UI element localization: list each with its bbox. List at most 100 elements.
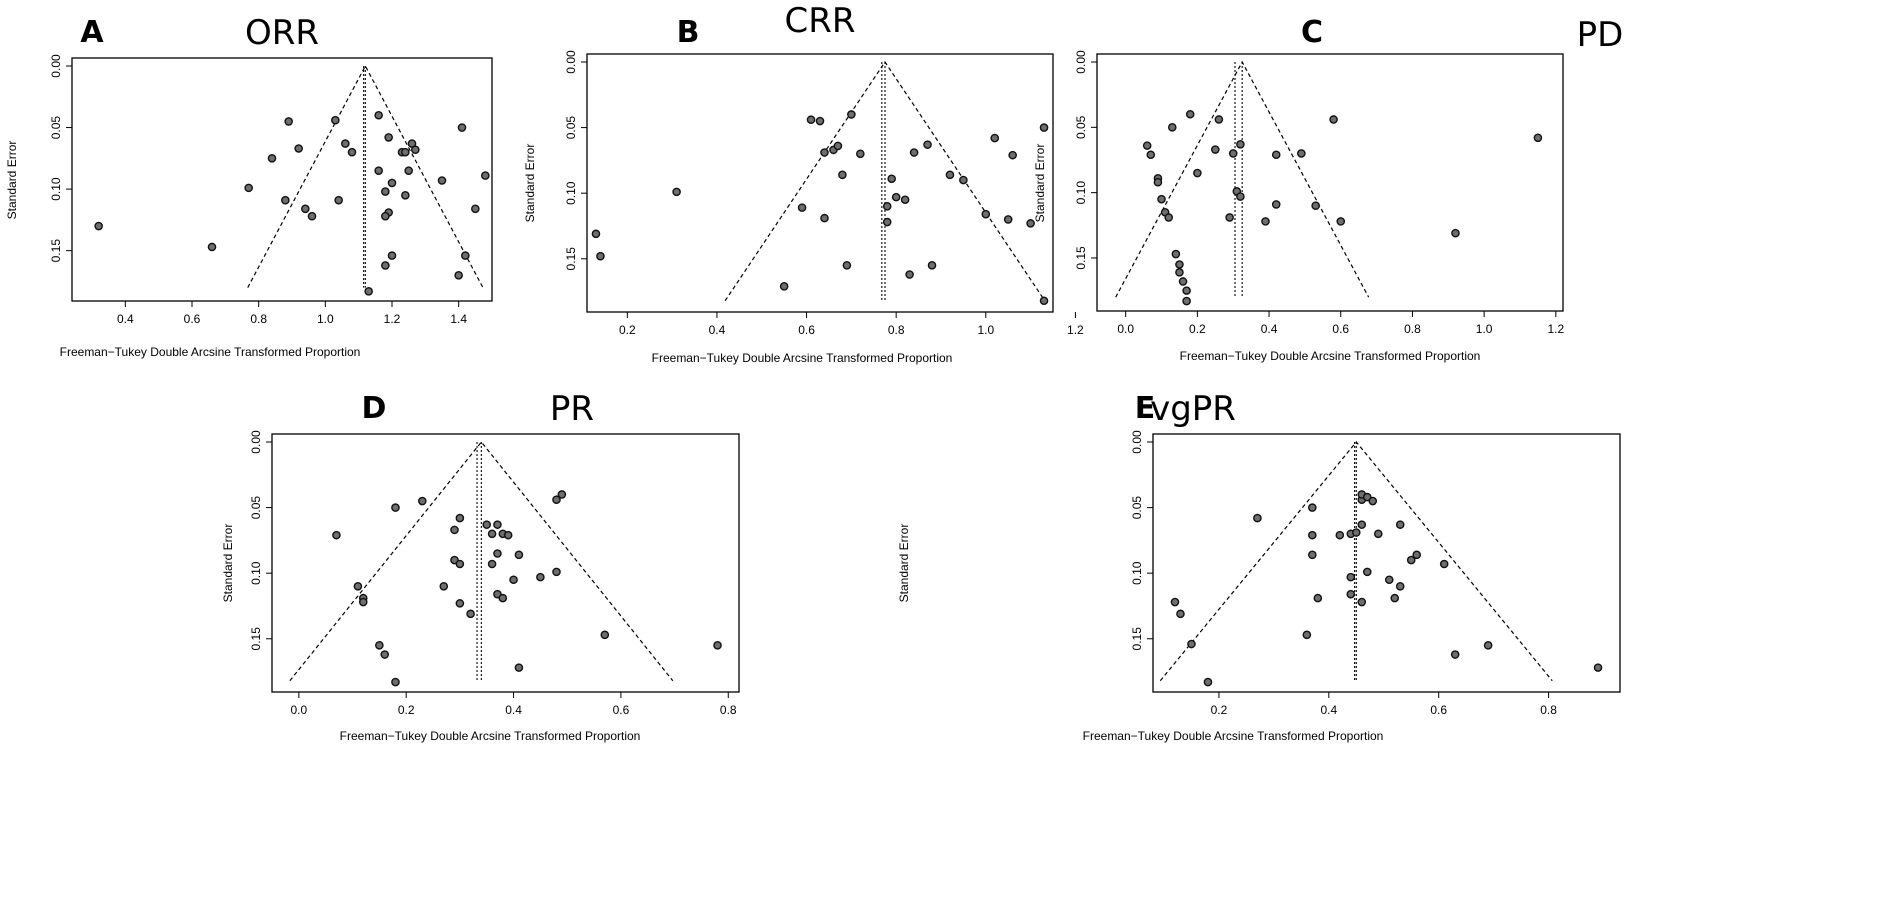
panel-a-study-point bbox=[284, 117, 293, 126]
panel-b-study-point bbox=[1008, 150, 1017, 160]
panel-d-study-point bbox=[455, 513, 465, 523]
panel-c-study-point bbox=[1185, 109, 1195, 119]
panel-b-y-axis-label: Standard Error bbox=[523, 144, 537, 223]
panel-c-x-tick-label: 0.0 bbox=[1117, 322, 1134, 336]
panel-b-study-point bbox=[923, 140, 932, 149]
panel-e-title: vgPR bbox=[1150, 389, 1236, 429]
panel-c-study-point bbox=[1167, 123, 1177, 132]
panel-d-x-axis-label: Freeman−Tukey Double Arcsine Transformed… bbox=[340, 729, 641, 743]
panel-a-study-point bbox=[437, 176, 447, 185]
panel-c-x-axis-label: Freeman−Tukey Double Arcsine Transformed… bbox=[1180, 349, 1481, 363]
panel-b-x-tick-label: 0.6 bbox=[798, 323, 815, 337]
panel-d: D PR 0.0 0.2 0.4 0.6 0.8 0.00 0.05 0.10 0.15 Freema… bbox=[221, 389, 740, 743]
panel-b-x-tick-label: 0.8 bbox=[888, 323, 905, 337]
panel-e-x-tick-label: 0.6 bbox=[1430, 703, 1447, 717]
panel-a-study-point bbox=[381, 261, 390, 270]
panel-e-y-tick-label: 0.15 bbox=[1130, 627, 1144, 651]
panel-d-study-point bbox=[391, 677, 400, 687]
panel-c-study-point bbox=[1157, 194, 1166, 204]
panel-e-study-point bbox=[1313, 593, 1323, 603]
panel-e-study-point bbox=[1308, 530, 1317, 540]
panel-d-y-tick-label: 0.15 bbox=[249, 627, 263, 651]
panel-a-study-point bbox=[347, 147, 357, 157]
panel-e-study-point bbox=[1253, 513, 1262, 523]
panel-d-study-point bbox=[358, 597, 368, 607]
panel-d-study-point bbox=[487, 529, 497, 539]
panel-d-x-tick-label: 0.2 bbox=[398, 703, 415, 717]
panel-e-study-point bbox=[1439, 559, 1449, 569]
panel-b-y-tick-label: 0.10 bbox=[564, 181, 578, 205]
panel-c-study-point bbox=[1146, 150, 1156, 160]
panel-d-study-point bbox=[713, 641, 722, 650]
panel-e-y-tick-label: 0.05 bbox=[1130, 496, 1144, 520]
panel-b-study-point bbox=[672, 187, 681, 197]
panel-e-funnel-lines bbox=[1159, 441, 1553, 682]
panel-d-study-point bbox=[509, 575, 518, 585]
panel-c-y-tick-label: 0.10 bbox=[1074, 181, 1088, 205]
panel-d-study-point bbox=[380, 650, 390, 659]
panel-a-x-tick-label: 1.2 bbox=[384, 312, 401, 326]
panel-d-study-point bbox=[332, 530, 341, 540]
panel-d-x-tick-label: 0.0 bbox=[290, 703, 307, 717]
panel-e-y-tick-label: 0.00 bbox=[1130, 430, 1144, 454]
panel-a-study-point bbox=[374, 166, 383, 175]
panel-c-study-point bbox=[1329, 115, 1338, 124]
panel-a-study-point bbox=[374, 110, 383, 120]
panel-d-study-point bbox=[498, 593, 508, 603]
panel-e-study-point bbox=[1351, 528, 1361, 537]
panel-e-study-point bbox=[1346, 589, 1356, 599]
panel-e-study-point bbox=[1390, 593, 1400, 603]
panel-b-study-point bbox=[900, 195, 910, 205]
panel-c-x-tick-label: 0.4 bbox=[1261, 322, 1278, 336]
panel-a-title: ORR bbox=[245, 13, 319, 53]
panel-b-x-tick-label: 0.2 bbox=[619, 323, 636, 337]
panel-c-y-tick-label: 0.05 bbox=[1074, 115, 1088, 139]
panel-a-y-tick-label: 0.05 bbox=[49, 116, 63, 140]
panel-a-y-tick-label: 0.00 bbox=[49, 54, 63, 78]
panel-b-study-point bbox=[797, 203, 807, 212]
panel-b-study-point bbox=[990, 133, 1000, 143]
panel-e-study-point bbox=[1395, 520, 1405, 529]
panel-b-study-point bbox=[905, 270, 914, 279]
panel-b-study-point bbox=[596, 251, 605, 261]
panel-a-y-tick-label: 0.10 bbox=[49, 177, 63, 201]
panel-a-y-axis-label: Standard Error bbox=[5, 141, 19, 220]
panel-e-x-axis-label: Freeman−Tukey Double Arcsine Transformed… bbox=[1083, 729, 1384, 743]
panel-a-x-tick-label: 0.8 bbox=[250, 312, 267, 326]
panel-a-study-point bbox=[381, 187, 390, 196]
panel-b-plot-frame bbox=[586, 53, 1054, 313]
panel-b-study-point bbox=[927, 261, 937, 270]
panel-b-study-point bbox=[833, 141, 843, 151]
panel-e-study-point bbox=[1302, 630, 1312, 640]
panel-e-study-point bbox=[1483, 641, 1493, 650]
panel-b-study-point bbox=[945, 170, 955, 180]
panel-c-study-point bbox=[1297, 149, 1306, 158]
panel-e-study-point bbox=[1176, 609, 1185, 619]
panel-a-study-point bbox=[331, 115, 340, 125]
panel-d-study-point bbox=[455, 599, 465, 608]
panel-e-study-point bbox=[1203, 677, 1213, 687]
panel-b-study-point bbox=[856, 149, 865, 159]
panel-e-study-point bbox=[1412, 550, 1422, 560]
panel-a-plot-frame bbox=[71, 57, 493, 302]
panel-d-study-point bbox=[536, 572, 545, 582]
panel-b: B CRR 0.2 0.4 0.6 0.8 1.0 1.2 0.00 0.05 0.10 0.15 Fr… bbox=[523, 1, 1084, 365]
panel-a-study-point bbox=[481, 171, 490, 180]
panel-a-study-point bbox=[94, 221, 103, 231]
panel-b-study-point bbox=[838, 170, 847, 180]
panel-c-study-point bbox=[1336, 217, 1346, 226]
panel-e-study-point bbox=[1335, 530, 1345, 540]
panel-b-title: CRR bbox=[785, 1, 856, 41]
panel-b-study-point bbox=[847, 110, 856, 119]
panel-d-study-point bbox=[514, 550, 524, 560]
panel-e-study-point bbox=[1362, 567, 1372, 577]
panel-b-y-tick-label: 0.00 bbox=[564, 50, 578, 74]
panel-c-letter: C bbox=[1301, 15, 1323, 50]
panel-c-study-point bbox=[1236, 140, 1245, 149]
panel-c-study-point bbox=[1178, 277, 1188, 286]
panel-a-study-point bbox=[401, 147, 410, 157]
panel-b-study-point bbox=[779, 282, 789, 291]
panel-e-study-point bbox=[1346, 572, 1356, 582]
panel-a-study-point bbox=[384, 133, 393, 142]
panel-c-study-point bbox=[1228, 149, 1238, 158]
